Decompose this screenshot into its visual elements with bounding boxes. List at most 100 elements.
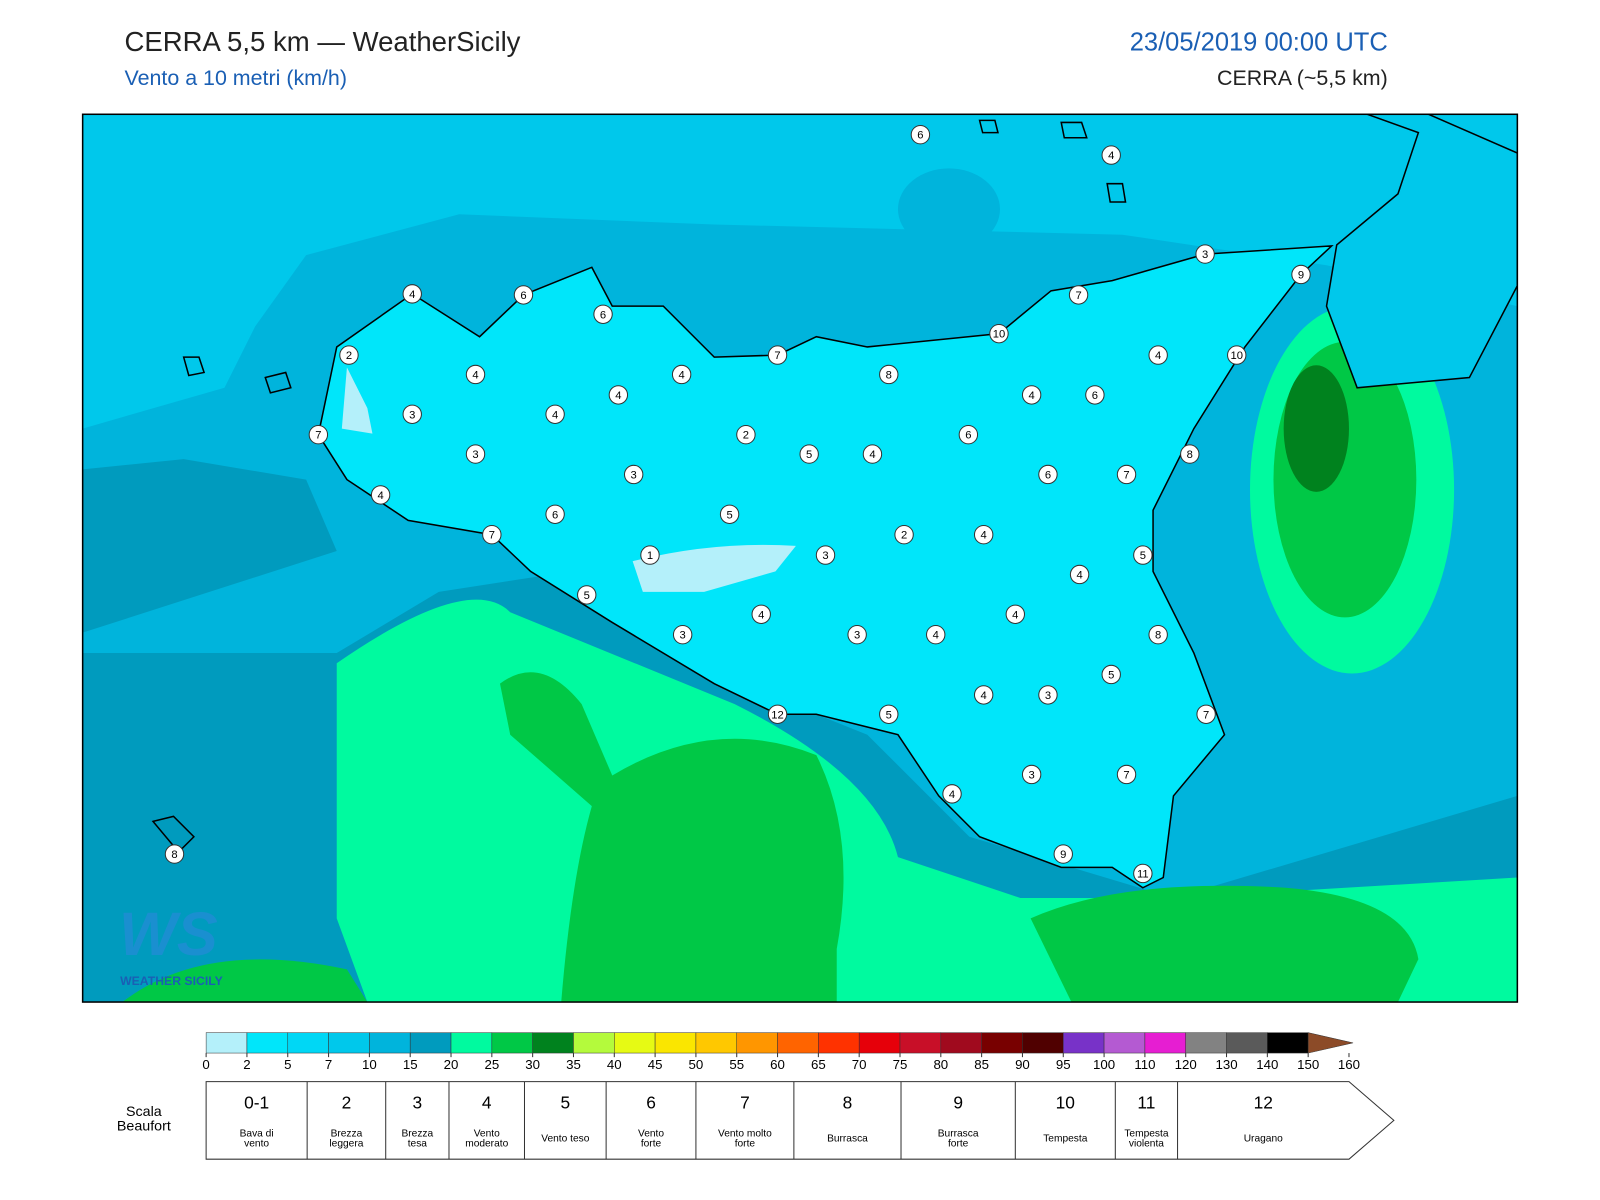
station-value: 4 [1012,609,1018,621]
tick-label: 2 [243,1057,250,1072]
station-marker [640,545,660,565]
station-value: 12 [771,709,783,721]
beaufort-caption: Scala [126,1104,162,1120]
beaufort-label: Uragano [1244,1133,1283,1144]
color-swatch [450,1032,493,1054]
calm-zone [632,544,796,592]
tick-label: 20 [444,1057,459,1072]
station-marker [1133,545,1153,565]
beaufort-label: Vento molto [718,1128,772,1139]
station-value: 4 [933,630,939,642]
sea-band [122,959,368,1003]
station-marker [1180,444,1200,464]
station-marker [1101,664,1121,685]
station-marker [1133,863,1153,884]
station-value: 4 [679,369,685,381]
station-value: 4 [758,609,764,621]
tick-label: 95 [1056,1057,1071,1072]
station-marker [894,525,914,545]
tick-label: 55 [729,1057,744,1072]
station-value: 5 [886,709,892,721]
station-marker [1116,764,1137,785]
color-swatch [695,1032,737,1054]
beaufort-label: Tempesta [1124,1128,1169,1139]
station-value: 6 [600,309,606,321]
islands [151,119,1127,854]
station-marker [1196,704,1216,724]
station-value: 4 [869,449,875,461]
date: 23/05/2019 00:00 UTC [1130,29,1388,57]
tick-label: 150 [1297,1057,1319,1072]
model: CERRA (~5,5 km) [1217,66,1388,90]
sea-band [1030,885,1419,1003]
logo-text: WEATHER SICILY [120,974,223,988]
station-value: 4 [1155,350,1161,362]
color-swatch [409,1032,452,1054]
station-marker [958,425,979,445]
station-value: 6 [1045,469,1051,481]
station-value: 3 [472,449,478,461]
station-value: 4 [1076,569,1082,581]
color-swatch [328,1032,370,1054]
station-value: 3 [631,469,637,481]
station-value: 6 [520,290,526,302]
station-marker [1148,345,1168,365]
tick-label: 0 [202,1057,209,1072]
station-marker [545,504,565,524]
station-value: 3 [1202,249,1208,261]
station-value: 9 [1060,849,1066,861]
beaufort-force: 4 [482,1093,492,1113]
station-value: 10 [993,329,1005,341]
station-marker [942,784,962,804]
beaufort-label: leggera [329,1139,363,1150]
beaufort-force: 0-1 [244,1093,269,1113]
beaufort-caption: Beaufort [117,1118,171,1134]
station-marker [847,625,867,645]
beaufort-label: moderato [465,1139,508,1150]
color-swatch [532,1032,574,1054]
station-value: 4 [552,409,558,421]
color-swatch [736,1032,778,1054]
color-swatch [287,1032,329,1054]
color-swatch [1103,1032,1146,1054]
station-marker [767,704,788,724]
station-value: 3 [680,630,686,642]
tick-label: 15 [403,1057,418,1072]
beaufort-force: 10 [1056,1093,1075,1113]
beaufort-label: forte [641,1139,662,1150]
color-swatch [654,1032,697,1054]
calabria [1325,114,1518,389]
color-swatch [1144,1032,1186,1054]
station-marker [862,444,883,464]
station-value: 2 [743,430,749,442]
beaufort-label: Burrasca [827,1133,868,1144]
station-marker [910,125,931,145]
calm-zone [341,367,373,434]
station-value: 7 [1123,769,1129,781]
station-value: 5 [806,449,812,461]
station-marker [767,345,788,365]
station-marker [671,364,692,385]
station-marker [608,385,629,405]
station-marker [402,284,422,304]
color-swatch [899,1032,942,1054]
station-marker [482,525,502,545]
stations: 6 4 3 9 4 6 6 7 10 7 2 4 10 4 4 8 4 4 6 3 4 7 2 6 3 5 4 8 3 6 7 4 6 5 7 2 4 1… [164,125,1311,884]
station-value: 6 [917,130,923,142]
station-value: 1 [647,550,653,562]
station-value: 4 [409,289,415,301]
station-value: 8 [1155,630,1161,642]
beaufort-force: 2 [342,1093,352,1113]
subtitle: Vento a 10 metri (km/h) [124,66,346,90]
station-value: 3 [1029,769,1035,781]
color-swatch [858,1032,901,1054]
station-marker [164,844,185,864]
tick-label: 160 [1338,1057,1360,1072]
tick-label: 30 [525,1057,540,1072]
station-marker [815,545,836,565]
sicily [317,245,1334,889]
station-value: 3 [1045,690,1051,702]
color-swatch [981,1032,1023,1054]
beaufort-label: violenta [1129,1139,1164,1150]
